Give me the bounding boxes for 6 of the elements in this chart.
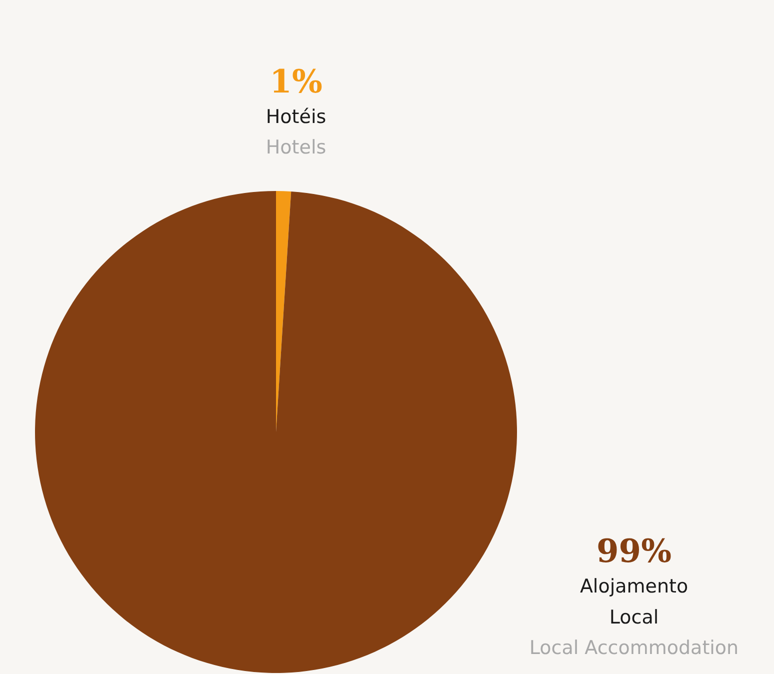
- slice-label: Hotéis: [266, 106, 326, 128]
- text: Hotels: [266, 136, 326, 158]
- text: Local Accommodation: [529, 637, 739, 659]
- slice-label: Alojamento Local: [580, 576, 688, 628]
- data-label: 99%: [596, 532, 672, 570]
- data-label: 1%: [270, 62, 322, 100]
